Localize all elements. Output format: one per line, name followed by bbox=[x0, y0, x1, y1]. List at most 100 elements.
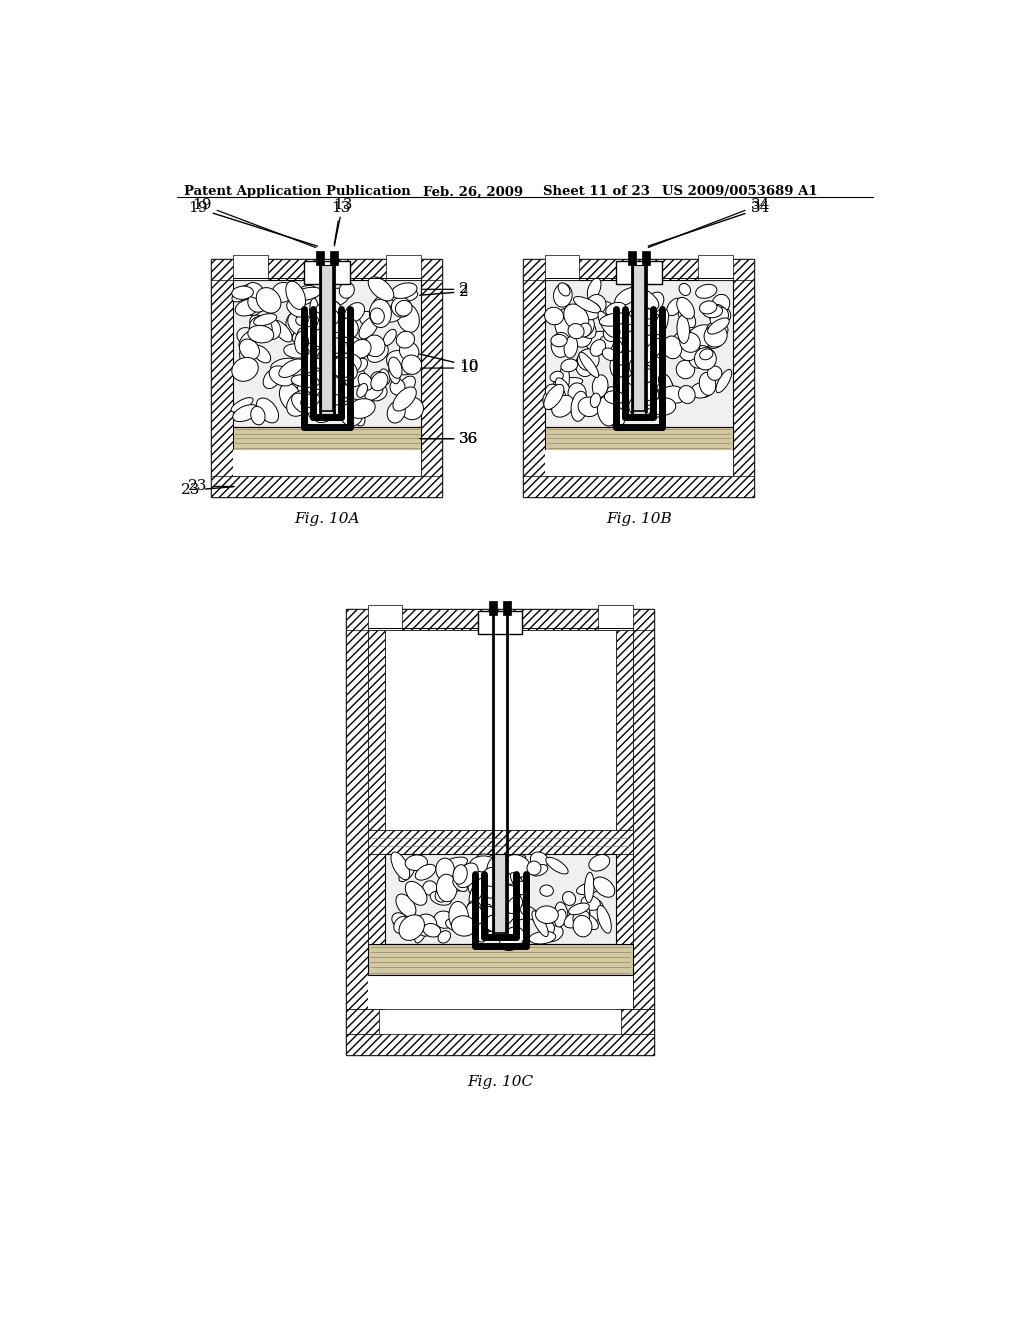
Bar bbox=[621, 1010, 654, 1034]
Ellipse shape bbox=[297, 371, 318, 395]
Ellipse shape bbox=[705, 325, 727, 347]
Ellipse shape bbox=[246, 282, 264, 298]
Bar bbox=[368, 605, 402, 631]
Text: 36: 36 bbox=[420, 432, 479, 446]
Ellipse shape bbox=[663, 337, 682, 359]
Ellipse shape bbox=[380, 306, 401, 322]
Ellipse shape bbox=[329, 356, 357, 380]
Ellipse shape bbox=[468, 870, 489, 895]
Text: 23: 23 bbox=[180, 483, 234, 498]
Text: US 2009/0053689 A1: US 2009/0053689 A1 bbox=[662, 185, 817, 198]
Ellipse shape bbox=[544, 925, 563, 941]
Text: 23: 23 bbox=[188, 479, 234, 494]
Ellipse shape bbox=[394, 916, 409, 933]
Ellipse shape bbox=[709, 305, 726, 322]
Bar bbox=[503, 601, 511, 615]
Ellipse shape bbox=[585, 873, 594, 903]
Ellipse shape bbox=[520, 906, 540, 920]
Ellipse shape bbox=[231, 397, 253, 412]
Ellipse shape bbox=[322, 352, 349, 370]
Text: Fig. 10C: Fig. 10C bbox=[467, 1076, 534, 1089]
Ellipse shape bbox=[598, 312, 615, 337]
Ellipse shape bbox=[237, 327, 255, 345]
Ellipse shape bbox=[633, 360, 653, 376]
Ellipse shape bbox=[332, 354, 361, 375]
Ellipse shape bbox=[365, 335, 385, 356]
Ellipse shape bbox=[348, 399, 375, 418]
Bar bbox=[733, 259, 755, 498]
Ellipse shape bbox=[250, 315, 272, 337]
Ellipse shape bbox=[269, 366, 294, 385]
Ellipse shape bbox=[575, 354, 595, 376]
Ellipse shape bbox=[651, 397, 676, 416]
Bar bbox=[523, 259, 545, 498]
Ellipse shape bbox=[485, 869, 499, 898]
Ellipse shape bbox=[456, 863, 478, 887]
Ellipse shape bbox=[550, 371, 563, 381]
Ellipse shape bbox=[345, 368, 366, 387]
Ellipse shape bbox=[387, 401, 406, 422]
Ellipse shape bbox=[453, 865, 467, 884]
Bar bbox=[698, 255, 733, 280]
Ellipse shape bbox=[643, 387, 662, 409]
Ellipse shape bbox=[450, 909, 461, 925]
Ellipse shape bbox=[579, 397, 600, 417]
Ellipse shape bbox=[606, 302, 626, 317]
Ellipse shape bbox=[470, 855, 497, 873]
Ellipse shape bbox=[395, 301, 412, 315]
Bar bbox=[233, 255, 267, 280]
Ellipse shape bbox=[558, 282, 570, 296]
Ellipse shape bbox=[393, 387, 417, 411]
Ellipse shape bbox=[623, 330, 641, 351]
Ellipse shape bbox=[531, 865, 548, 876]
Bar bbox=[330, 251, 338, 264]
Ellipse shape bbox=[539, 923, 554, 940]
Ellipse shape bbox=[430, 891, 452, 906]
Ellipse shape bbox=[339, 282, 354, 298]
Ellipse shape bbox=[587, 294, 606, 314]
Ellipse shape bbox=[293, 285, 317, 305]
Ellipse shape bbox=[608, 407, 626, 428]
Ellipse shape bbox=[554, 284, 572, 308]
Text: 34: 34 bbox=[648, 198, 770, 247]
Bar bbox=[346, 609, 368, 1010]
Ellipse shape bbox=[561, 359, 578, 372]
Text: 13: 13 bbox=[333, 198, 352, 246]
Ellipse shape bbox=[581, 302, 600, 319]
Ellipse shape bbox=[445, 919, 460, 931]
Ellipse shape bbox=[508, 854, 526, 866]
Bar bbox=[346, 609, 654, 631]
Ellipse shape bbox=[708, 366, 722, 380]
Ellipse shape bbox=[286, 312, 307, 335]
Ellipse shape bbox=[386, 351, 416, 375]
Ellipse shape bbox=[325, 288, 349, 306]
Ellipse shape bbox=[359, 312, 374, 326]
Bar bbox=[545, 426, 733, 450]
Ellipse shape bbox=[231, 284, 256, 302]
Ellipse shape bbox=[466, 911, 482, 928]
Ellipse shape bbox=[605, 335, 629, 347]
Ellipse shape bbox=[699, 348, 713, 360]
Ellipse shape bbox=[699, 384, 714, 397]
Ellipse shape bbox=[319, 308, 339, 326]
Ellipse shape bbox=[284, 343, 309, 358]
Bar bbox=[478, 611, 522, 635]
Ellipse shape bbox=[449, 902, 469, 932]
Ellipse shape bbox=[292, 393, 313, 413]
Text: 19: 19 bbox=[193, 198, 315, 248]
Bar bbox=[233, 450, 421, 475]
Ellipse shape bbox=[313, 329, 326, 347]
Ellipse shape bbox=[667, 298, 682, 315]
Ellipse shape bbox=[389, 364, 400, 384]
Text: 36: 36 bbox=[421, 432, 479, 446]
Bar bbox=[211, 259, 442, 498]
Ellipse shape bbox=[358, 374, 373, 391]
Bar bbox=[368, 631, 633, 830]
Ellipse shape bbox=[254, 314, 276, 326]
Ellipse shape bbox=[467, 903, 483, 924]
Bar bbox=[368, 854, 633, 1010]
Ellipse shape bbox=[256, 399, 279, 422]
Ellipse shape bbox=[654, 309, 669, 338]
Ellipse shape bbox=[707, 322, 728, 338]
Ellipse shape bbox=[434, 911, 455, 928]
